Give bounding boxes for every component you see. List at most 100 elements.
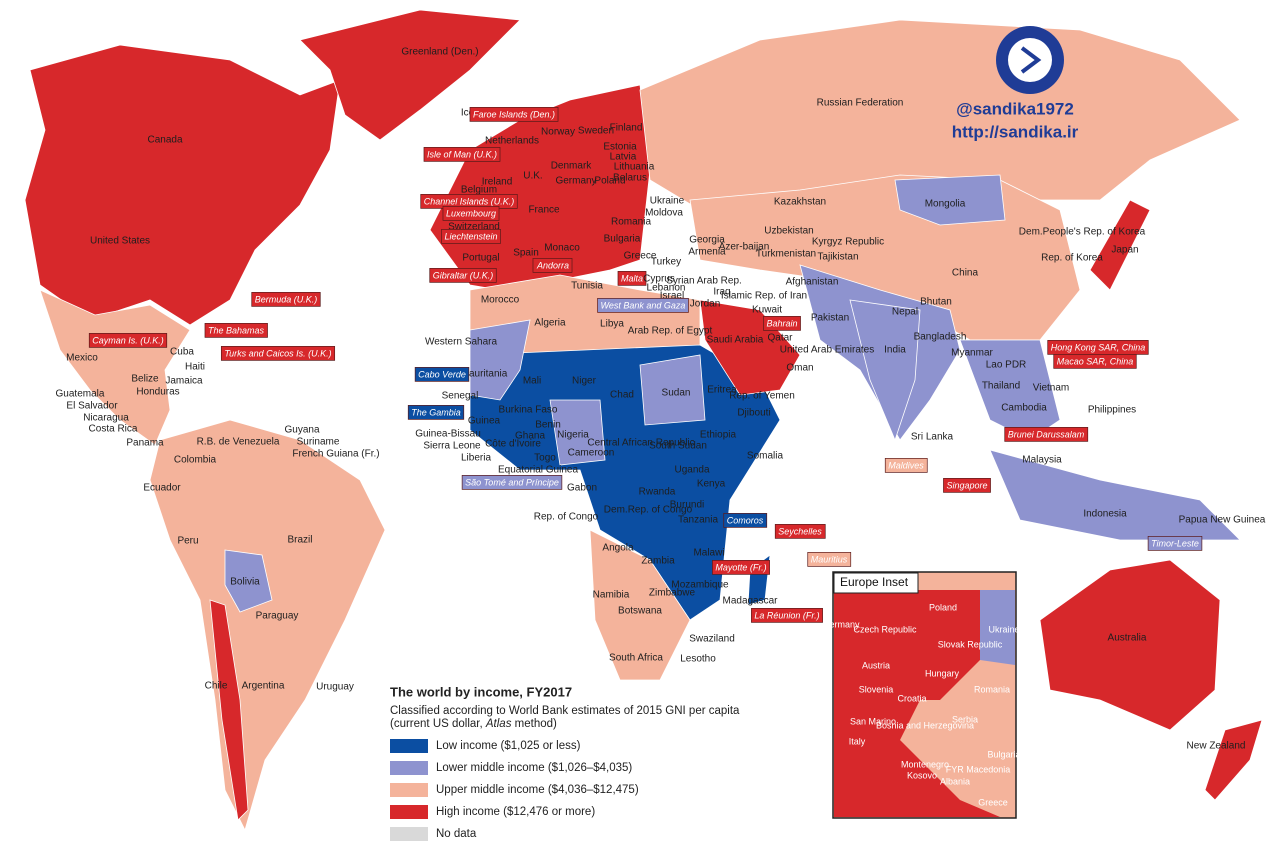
africa-south <box>589 529 691 681</box>
country-label: Mauritius <box>811 554 848 564</box>
mexico-central-america <box>39 289 191 446</box>
country-label: Benin <box>535 420 561 431</box>
country-label: Denmark <box>551 161 593 172</box>
country-label: Saudi Arabia <box>707 335 764 346</box>
label-box <box>423 147 501 162</box>
logo-mark <box>1020 46 1042 74</box>
country-label: Namibia <box>593 590 630 601</box>
chile <box>209 599 249 821</box>
country-label: Maldives <box>888 460 924 470</box>
url: http://sandika.ir <box>952 122 1079 141</box>
country-label: Ecuador <box>143 483 181 494</box>
country-label: Mongolia <box>925 199 966 210</box>
new-zealand <box>1204 719 1263 801</box>
inset-label: Italy <box>849 736 866 746</box>
country-label: Rep. of Congo <box>534 512 599 523</box>
country-label: Paraguay <box>256 611 299 622</box>
inset-label: Greece <box>978 797 1008 807</box>
country-label: South Sudan <box>649 441 707 452</box>
country-label: Dem.People's Rep. of Korea <box>1019 227 1146 238</box>
country-label: Thailand <box>982 381 1020 392</box>
legend-swatch <box>390 805 428 819</box>
country-label: Central African Republic <box>587 438 694 449</box>
legend-subtitle: Classified according to World Bank estim… <box>390 705 740 717</box>
label-box <box>1053 354 1137 369</box>
label-box <box>441 229 501 244</box>
inset-label: Germany <box>822 619 860 629</box>
country-label: Arab Rep. of Egypt <box>628 326 713 337</box>
country-label: Angola <box>602 543 634 554</box>
inset-label: Croatia <box>897 693 926 703</box>
country-label: Sudan <box>662 388 691 399</box>
country-label: Rep. of Korea <box>1041 253 1103 264</box>
india <box>849 299 921 442</box>
country-label: Rwanda <box>639 487 676 498</box>
country-label: Macao SAR, China <box>1057 356 1134 366</box>
country-label: Luxembourg <box>446 208 496 218</box>
inset-label: Serbia <box>952 714 978 724</box>
country-label: Romania <box>611 217 651 228</box>
country-label: Estonia <box>603 142 637 153</box>
country-label: Bermuda (U.K.) <box>255 294 318 304</box>
country-label: Iraq <box>713 287 730 298</box>
country-label: Nepal <box>892 307 918 318</box>
country-label: Pakistan <box>811 313 849 324</box>
country-label: Cyprus <box>643 274 675 285</box>
country-label: Chile <box>205 681 228 692</box>
country-label: Lesotho <box>680 654 716 665</box>
country-label: Latvia <box>610 152 637 163</box>
country-label: Burundi <box>670 500 704 511</box>
country-label: Cabo Verde <box>418 369 466 379</box>
country-label: Eritrea <box>707 385 737 396</box>
country-label: Singapore <box>946 480 987 490</box>
country-label: Lebanon <box>647 283 686 294</box>
country-label: Faroe Islands (Den.) <box>473 109 555 119</box>
country-label: Andorra <box>536 260 569 270</box>
label-box <box>407 405 465 420</box>
label-box <box>763 316 801 331</box>
inset-label: Slovenia <box>859 684 894 694</box>
country-label: India <box>884 345 906 356</box>
country-label: Timor-Leste <box>1151 538 1199 548</box>
country-label: Liberia <box>461 453 491 464</box>
country-label: Cameroon <box>568 448 615 459</box>
legend-swatch <box>390 783 428 797</box>
country-label: Kyrgyz Republic <box>812 237 884 248</box>
inset-label: Kosovo <box>907 770 937 780</box>
country-label: Syrian Arab Rep. <box>666 276 742 287</box>
country-label: France <box>528 205 560 216</box>
bolivia <box>224 549 273 613</box>
legend-label: Lower middle income ($1,026–$4,035) <box>436 762 632 774</box>
country-label: Ghana <box>515 431 545 442</box>
south-america <box>149 419 386 832</box>
country-label: Azer-baijan <box>719 242 770 253</box>
country-label: Australia <box>1108 633 1147 644</box>
inset-high <box>834 590 1000 817</box>
country-label: Kuwait <box>752 305 782 316</box>
country-label: Channel Islands (U.K.) <box>424 196 515 206</box>
subtitle-part: (current US dollar, <box>390 718 486 730</box>
country-label: China <box>952 268 979 279</box>
inset-label: Bulgaria <box>987 749 1020 759</box>
country-label: Rep. of Yemen <box>729 391 795 402</box>
country-label: Madagascar <box>722 596 778 607</box>
country-label: Bolivia <box>230 577 260 588</box>
country-label: Greenland (Den.) <box>401 47 478 58</box>
country-label: Isle of Man (U.K.) <box>427 149 497 159</box>
country-label: Turks and Caicos Is. (U.K.) <box>224 348 331 358</box>
country-label: Mozambique <box>671 580 729 591</box>
country-label: Botswana <box>618 606 662 617</box>
country-label: Nicaragua <box>83 413 129 424</box>
country-label: Switzerland <box>448 222 500 233</box>
label-box <box>414 367 470 382</box>
label-box <box>461 475 563 490</box>
country-label: Côte d'Ivoire <box>485 439 541 450</box>
label-box <box>597 298 689 313</box>
country-label: Philippines <box>1088 405 1136 416</box>
legend-label: No data <box>436 828 477 840</box>
label-box <box>204 323 268 338</box>
legend: The world by income, FY2017 Classified a… <box>390 684 740 730</box>
country-label: Mali <box>523 376 541 387</box>
country-label: Djibouti <box>737 408 770 419</box>
